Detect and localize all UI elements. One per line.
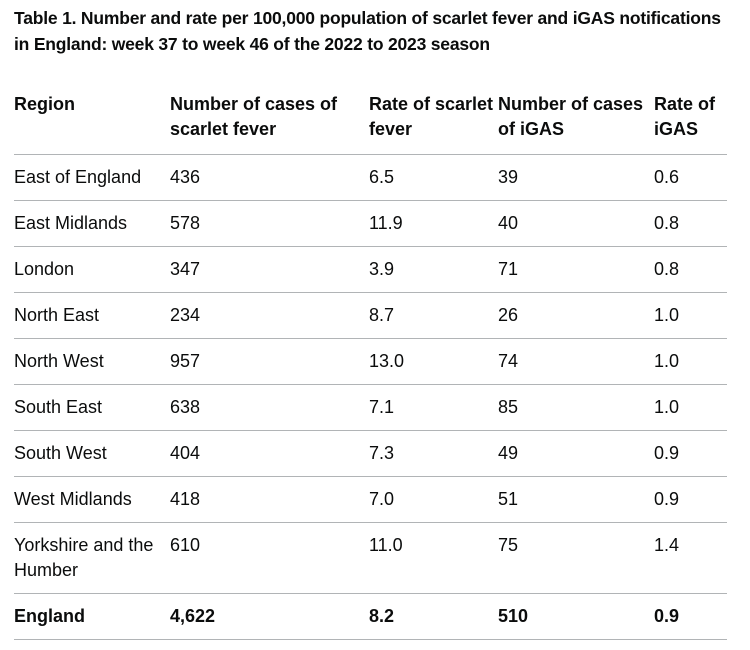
total-igas-cases-cell: 510: [498, 593, 654, 640]
header-scarlet-fever-rate: Rate of scarlet fever: [369, 82, 498, 155]
region-cell: South West: [14, 430, 170, 477]
scarlet-cases-cell: 436: [170, 154, 369, 201]
igas-rate-cell: 0.8: [654, 200, 727, 247]
igas-cases-cell: 26: [498, 292, 654, 339]
igas-cases-cell: 39: [498, 154, 654, 201]
scarlet-cases-cell: 234: [170, 292, 369, 339]
igas-rate-cell: 0.8: [654, 246, 727, 293]
total-row: England 4,622 8.2 510 0.9: [14, 593, 727, 640]
total-scarlet-rate-cell: 8.2: [369, 593, 498, 640]
region-cell: London: [14, 246, 170, 293]
table-row: South West 404 7.3 49 0.9: [14, 430, 727, 477]
scarlet-rate-cell: 7.3: [369, 430, 498, 477]
igas-cases-cell: 49: [498, 430, 654, 477]
table-row: East of England 436 6.5 39 0.6: [14, 154, 727, 201]
region-cell: East Midlands: [14, 200, 170, 247]
igas-cases-cell: 40: [498, 200, 654, 247]
total-region-cell: England: [14, 593, 170, 640]
scarlet-rate-cell: 11.0: [369, 522, 498, 594]
region-cell: West Midlands: [14, 476, 170, 523]
table-row: London 347 3.9 71 0.8: [14, 246, 727, 293]
scarlet-rate-cell: 6.5: [369, 154, 498, 201]
table-caption: Table 1. Number and rate per 100,000 pop…: [14, 8, 721, 54]
header-row: Region Number of cases of scarlet fever …: [14, 82, 727, 155]
igas-rate-cell: 0.9: [654, 430, 727, 477]
scarlet-rate-cell: 7.0: [369, 476, 498, 523]
data-table: Region Number of cases of scarlet fever …: [14, 82, 727, 640]
region-cell: South East: [14, 384, 170, 431]
table-row: West Midlands 418 7.0 51 0.9: [14, 476, 727, 523]
scarlet-rate-cell: 13.0: [369, 338, 498, 385]
igas-cases-cell: 51: [498, 476, 654, 523]
igas-rate-cell: 1.4: [654, 522, 727, 594]
total-scarlet-cases-cell: 4,622: [170, 593, 369, 640]
scarlet-rate-cell: 11.9: [369, 200, 498, 247]
table-row: North East 234 8.7 26 1.0: [14, 292, 727, 339]
header-scarlet-fever-cases: Number of cases of scarlet fever: [170, 82, 369, 155]
region-cell: East of England: [14, 154, 170, 201]
igas-cases-cell: 75: [498, 522, 654, 594]
region-cell: Yorkshire and the Humber: [14, 522, 170, 594]
scarlet-cases-cell: 578: [170, 200, 369, 247]
scarlet-cases-cell: 638: [170, 384, 369, 431]
region-cell: North East: [14, 292, 170, 339]
table-row: Yorkshire and the Humber 610 11.0 75 1.4: [14, 522, 727, 594]
region-cell: North West: [14, 338, 170, 385]
igas-cases-cell: 71: [498, 246, 654, 293]
scarlet-cases-cell: 610: [170, 522, 369, 594]
igas-rate-cell: 1.0: [654, 384, 727, 431]
total-igas-rate-cell: 0.9: [654, 593, 727, 640]
scarlet-rate-cell: 3.9: [369, 246, 498, 293]
igas-rate-cell: 1.0: [654, 338, 727, 385]
scarlet-cases-cell: 404: [170, 430, 369, 477]
header-igas-cases: Number of cases of iGAS: [498, 82, 654, 155]
igas-rate-cell: 1.0: [654, 292, 727, 339]
scarlet-cases-cell: 347: [170, 246, 369, 293]
table-row: North West 957 13.0 74 1.0: [14, 338, 727, 385]
table-row: South East 638 7.1 85 1.0: [14, 384, 727, 431]
igas-rate-cell: 0.6: [654, 154, 727, 201]
header-igas-rate: Rate of iGAS: [654, 82, 727, 155]
scarlet-rate-cell: 8.7: [369, 292, 498, 339]
table-row: East Midlands 578 11.9 40 0.8: [14, 200, 727, 247]
igas-rate-cell: 0.9: [654, 476, 727, 523]
igas-cases-cell: 74: [498, 338, 654, 385]
header-region: Region: [14, 82, 170, 155]
scarlet-cases-cell: 957: [170, 338, 369, 385]
scarlet-cases-cell: 418: [170, 476, 369, 523]
igas-cases-cell: 85: [498, 384, 654, 431]
scarlet-rate-cell: 7.1: [369, 384, 498, 431]
